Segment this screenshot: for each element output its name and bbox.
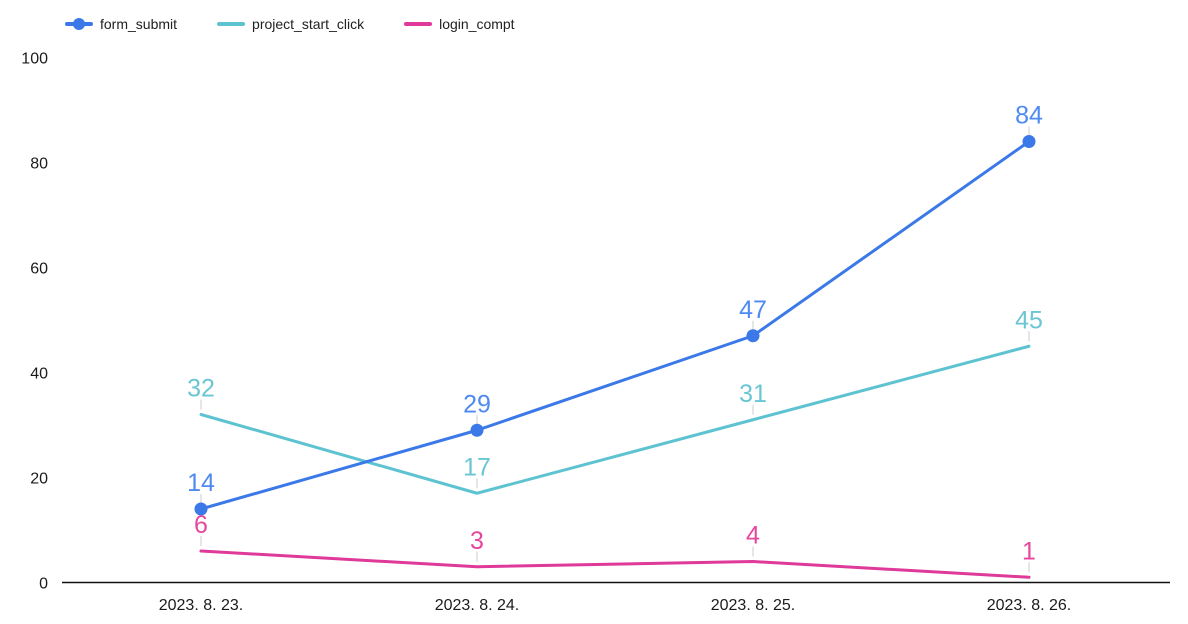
data-value-label: 47 — [739, 296, 767, 324]
data-value-label: 84 — [1015, 102, 1043, 130]
legend-marker-icon — [404, 18, 433, 30]
legend-label: login_compt — [439, 16, 515, 32]
legend-marker-icon — [65, 18, 93, 30]
data-point-form_submit[interactable] — [1022, 135, 1036, 148]
y-axis-tick-label: 40 — [30, 366, 48, 383]
x-axis-tick-label: 2023. 8. 25. — [711, 597, 796, 614]
data-value-label: 4 — [746, 522, 760, 550]
data-point-form_submit[interactable] — [194, 502, 208, 516]
series-line-project_start_click — [199, 344, 1031, 495]
legend-label: form_submit — [100, 16, 178, 32]
y-axis-tick-label: 60 — [30, 261, 48, 278]
series-line-form_submit — [199, 140, 1031, 511]
chart-legend: form_submit project_start_click login_comp… — [65, 16, 515, 32]
legend-item-form_submit[interactable]: form_submit — [65, 16, 177, 32]
legend-item-project_start_click[interactable]: project_start_click — [217, 16, 364, 32]
data-value-label: 17 — [463, 453, 491, 481]
data-value-label: 14 — [187, 469, 215, 497]
legend-label: project_start_click — [252, 16, 365, 32]
x-axis-tick-label: 2023. 8. 24. — [435, 597, 520, 614]
y-axis-tick-label: 80 — [30, 156, 48, 173]
data-value-label: 6 — [194, 511, 208, 539]
legend-marker-icon — [217, 18, 246, 30]
data-value-label: 32 — [187, 375, 215, 403]
x-axis-tick-label: 2023. 8. 26. — [987, 597, 1072, 614]
data-value-label: 29 — [463, 390, 491, 418]
data-point-form_submit[interactable] — [470, 423, 484, 437]
data-value-label: 31 — [739, 380, 767, 408]
data-value-label: 1 — [1022, 537, 1036, 565]
series-line-login_compt — [199, 549, 1031, 579]
data-value-label: 3 — [470, 527, 484, 555]
y-axis-tick-label: 20 — [30, 471, 48, 488]
legend-dot-icon — [73, 18, 85, 30]
y-axis-tick-label: 100 — [21, 51, 48, 68]
data-point-form_submit[interactable] — [746, 329, 760, 343]
x-axis-tick-label: 2023. 8. 23. — [159, 597, 244, 614]
legend-item-login_compt[interactable]: login_compt — [404, 16, 515, 32]
y-axis-tick-label: 0 — [39, 576, 48, 593]
data-value-label: 45 — [1015, 306, 1043, 334]
